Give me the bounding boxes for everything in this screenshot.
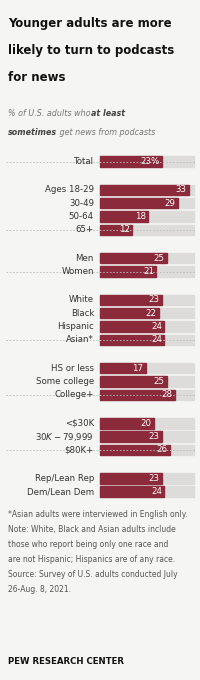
Bar	[100, 390, 175, 401]
Text: 23: 23	[148, 432, 159, 441]
Text: Dem/Lean Dem: Dem/Lean Dem	[27, 487, 94, 496]
Text: 25: 25	[154, 254, 165, 262]
Bar	[100, 156, 194, 167]
Text: <$30K: <$30K	[65, 419, 94, 428]
Bar	[100, 211, 148, 222]
Text: 12: 12	[119, 226, 130, 235]
Bar	[100, 308, 159, 318]
Bar	[100, 267, 156, 277]
Bar	[100, 322, 164, 332]
Bar	[100, 445, 194, 455]
Text: 26-Aug. 8, 2021.: 26-Aug. 8, 2021.	[8, 585, 71, 594]
Bar	[100, 185, 194, 195]
Text: 28: 28	[162, 390, 173, 399]
Bar	[100, 267, 194, 277]
Bar	[100, 390, 194, 401]
Text: $30K-$79,999: $30K-$79,999	[35, 430, 94, 443]
Text: Men: Men	[76, 254, 94, 262]
Text: % of U.S. adults who: % of U.S. adults who	[8, 109, 93, 118]
Text: 65+: 65+	[76, 226, 94, 235]
Text: for news: for news	[8, 71, 66, 84]
Text: Source: Survey of U.S. adults conducted July: Source: Survey of U.S. adults conducted …	[8, 570, 178, 579]
Text: 23: 23	[148, 474, 159, 483]
Bar	[100, 431, 162, 442]
Bar	[100, 294, 194, 305]
Bar	[100, 308, 194, 318]
Bar	[100, 322, 194, 332]
Text: 20: 20	[140, 419, 151, 428]
Text: 25: 25	[154, 377, 165, 386]
Bar	[100, 377, 194, 387]
Bar	[100, 253, 194, 263]
Bar	[100, 418, 194, 428]
Bar	[100, 418, 154, 428]
Text: those who report being only one race and: those who report being only one race and	[8, 540, 168, 549]
Bar	[100, 473, 162, 483]
Text: Note: White, Black and Asian adults include: Note: White, Black and Asian adults incl…	[8, 525, 176, 534]
Bar	[100, 294, 162, 305]
Text: 24: 24	[151, 335, 162, 345]
Text: *Asian adults were interviewed in English only.: *Asian adults were interviewed in Englis…	[8, 510, 188, 519]
Text: 17: 17	[132, 364, 143, 373]
Text: Women: Women	[62, 267, 94, 276]
Text: 50-64: 50-64	[69, 212, 94, 221]
Bar	[100, 363, 194, 373]
Bar	[100, 225, 194, 235]
Text: 33: 33	[175, 186, 186, 194]
Text: likely to turn to podcasts: likely to turn to podcasts	[8, 44, 174, 57]
Text: Hispanic: Hispanic	[57, 322, 94, 331]
Bar	[100, 363, 146, 373]
Bar	[100, 431, 194, 442]
Text: 21: 21	[143, 267, 154, 276]
Text: 29: 29	[165, 199, 175, 208]
Bar	[100, 335, 194, 345]
Bar	[100, 198, 178, 209]
Text: Ages 18-29: Ages 18-29	[45, 186, 94, 194]
Text: get news from podcasts: get news from podcasts	[57, 128, 155, 137]
Text: 26: 26	[156, 445, 167, 454]
Text: 24: 24	[151, 322, 162, 331]
Bar	[100, 335, 164, 345]
Text: 18: 18	[135, 212, 146, 221]
Text: 30-49: 30-49	[69, 199, 94, 208]
Text: Younger adults are more: Younger adults are more	[8, 17, 172, 30]
Bar	[100, 156, 162, 167]
Text: 23: 23	[148, 295, 159, 305]
Text: at least: at least	[91, 109, 125, 118]
Text: 24: 24	[151, 487, 162, 496]
Bar	[100, 211, 194, 222]
Text: 22: 22	[146, 309, 157, 318]
Text: Some college: Some college	[36, 377, 94, 386]
Bar	[100, 445, 170, 455]
Bar	[100, 253, 167, 263]
Bar	[100, 377, 167, 387]
Text: $80K+: $80K+	[65, 445, 94, 454]
Bar	[100, 486, 194, 497]
Bar	[100, 486, 164, 497]
Text: PEW RESEARCH CENTER: PEW RESEARCH CENTER	[8, 658, 124, 666]
Text: HS or less: HS or less	[51, 364, 94, 373]
Text: Black: Black	[71, 309, 94, 318]
Text: Total: Total	[74, 157, 94, 166]
Bar	[100, 473, 194, 483]
Text: Asian*: Asian*	[66, 335, 94, 345]
Text: sometimes: sometimes	[8, 128, 57, 137]
Text: 23%: 23%	[140, 157, 159, 166]
Bar	[100, 185, 189, 195]
Text: College+: College+	[54, 390, 94, 399]
Text: Rep/Lean Rep: Rep/Lean Rep	[35, 474, 94, 483]
Bar	[100, 225, 132, 235]
Text: White: White	[69, 295, 94, 305]
Bar	[100, 198, 194, 209]
Text: are not Hispanic; Hispanics are of any race.: are not Hispanic; Hispanics are of any r…	[8, 555, 175, 564]
